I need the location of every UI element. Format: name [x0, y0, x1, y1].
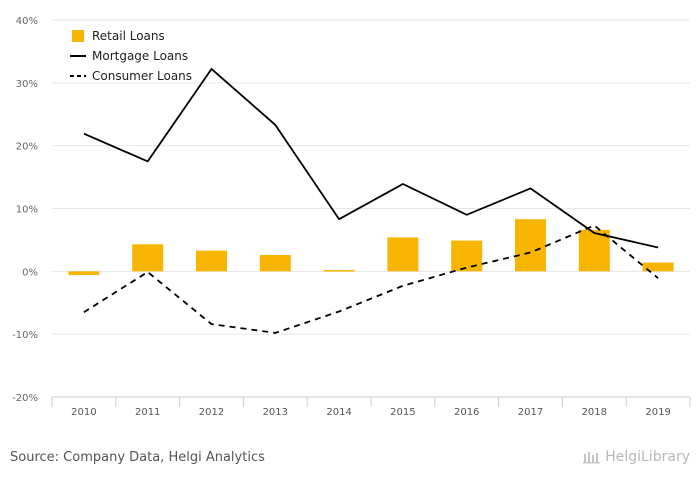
y-tick-label: -10%	[12, 330, 38, 341]
bar	[642, 262, 674, 272]
bar	[578, 229, 610, 272]
chart-svg: 40% 30% 20% 10% 0% -10% -20% 2010 2011 2012 2013 20…	[12, 16, 691, 418]
x-tick-label: 2018	[582, 407, 607, 418]
bar	[515, 219, 546, 272]
bar	[132, 244, 164, 272]
y-tick-label: 40%	[16, 16, 38, 27]
y-tick-label: 20%	[16, 142, 38, 153]
x-tick-label: 2010	[71, 407, 96, 418]
x-tick-label: 2017	[518, 407, 543, 418]
x-tick-label: 2013	[263, 407, 288, 418]
library-icon	[583, 452, 601, 464]
source-note: Source: Company Data, Helgi Analytics	[10, 450, 265, 465]
bar	[323, 270, 355, 272]
y-tick-label: 10%	[16, 205, 38, 216]
consumer-loans-line	[83, 224, 659, 334]
x-tick-label: 2011	[135, 407, 160, 418]
bar	[387, 237, 419, 272]
bar	[68, 271, 100, 276]
x-tick-label: 2014	[326, 407, 351, 418]
y-tick-label: 0%	[22, 267, 38, 278]
legend-label: Mortgage Loans	[92, 49, 188, 63]
legend-label: Consumer Loans	[92, 69, 192, 83]
x-tick-label: 2015	[390, 407, 415, 418]
bar	[259, 254, 291, 272]
y-tick-label: 30%	[16, 79, 38, 90]
x-tick-label: 2012	[199, 407, 224, 418]
x-tick-label: 2016	[454, 407, 479, 418]
y-tick-label: -20%	[12, 393, 38, 404]
legend-label: Retail Loans	[92, 29, 165, 43]
bar	[451, 240, 483, 272]
bar	[196, 250, 227, 272]
brand-name: HelgiLibrary	[605, 449, 690, 465]
brand-logo: HelgiLibrary	[583, 449, 690, 465]
mortgage-loans-line	[83, 67, 659, 249]
legend-swatch	[72, 30, 84, 42]
x-tick-label: 2019	[645, 407, 670, 418]
